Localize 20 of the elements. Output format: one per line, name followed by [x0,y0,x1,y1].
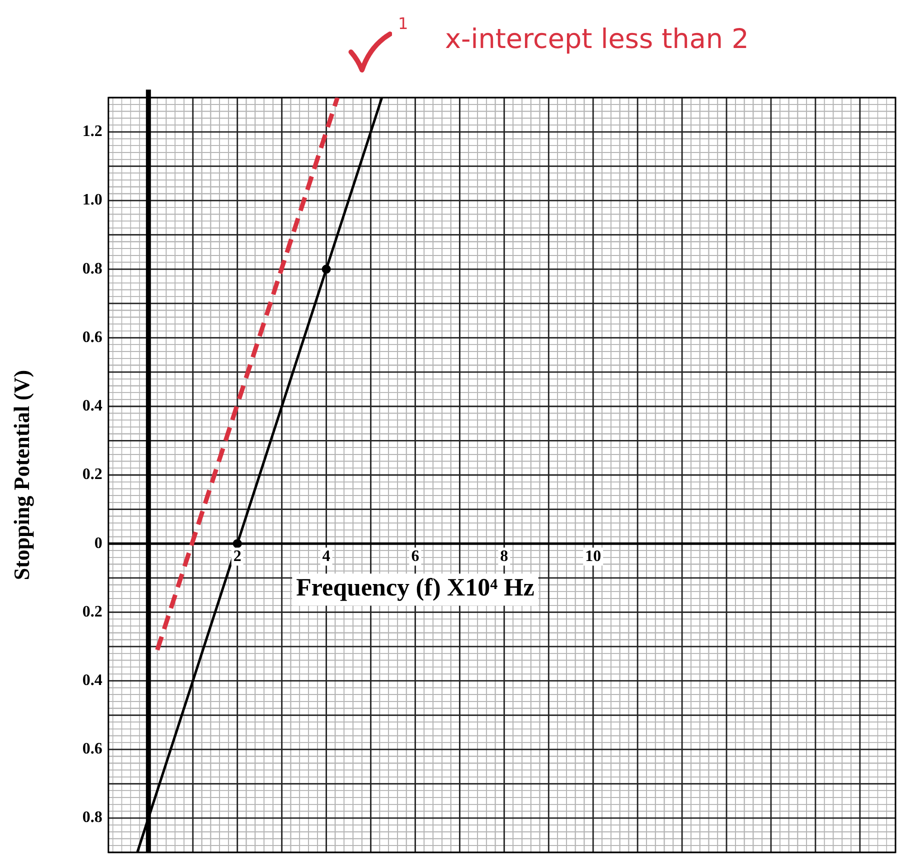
y-tick-label: 0.4 [82,398,102,415]
y-tick-label: 1.0 [82,192,102,209]
x-tick-label: 4 [322,548,330,565]
y-tick-label: 0.4 [82,672,102,689]
text: 1 [398,14,408,33]
x-axis-title: Frequency (f) X10⁴ Hz [296,574,534,602]
y-tick-label: 0 [94,534,102,552]
y-tick-label: 0.8 [82,809,102,826]
y-tick-label: 0.2 [82,466,102,484]
y-tick-label: 0.8 [82,260,102,278]
x-tick-label: 10 [585,548,602,565]
x-tick-label: 2 [233,548,242,565]
text: x-intercept less than 2 [445,24,749,55]
x-tick-label: 6 [411,548,420,565]
y-axis-title: Stopping Potential (V) [8,370,34,580]
y-tick-label: 0.6 [82,328,102,346]
x-tick-label: 8 [500,548,508,565]
y-tick-label: 0.6 [82,740,102,758]
y-tick-label: 1.2 [82,123,102,140]
y-tick-label: 0.2 [82,603,102,620]
